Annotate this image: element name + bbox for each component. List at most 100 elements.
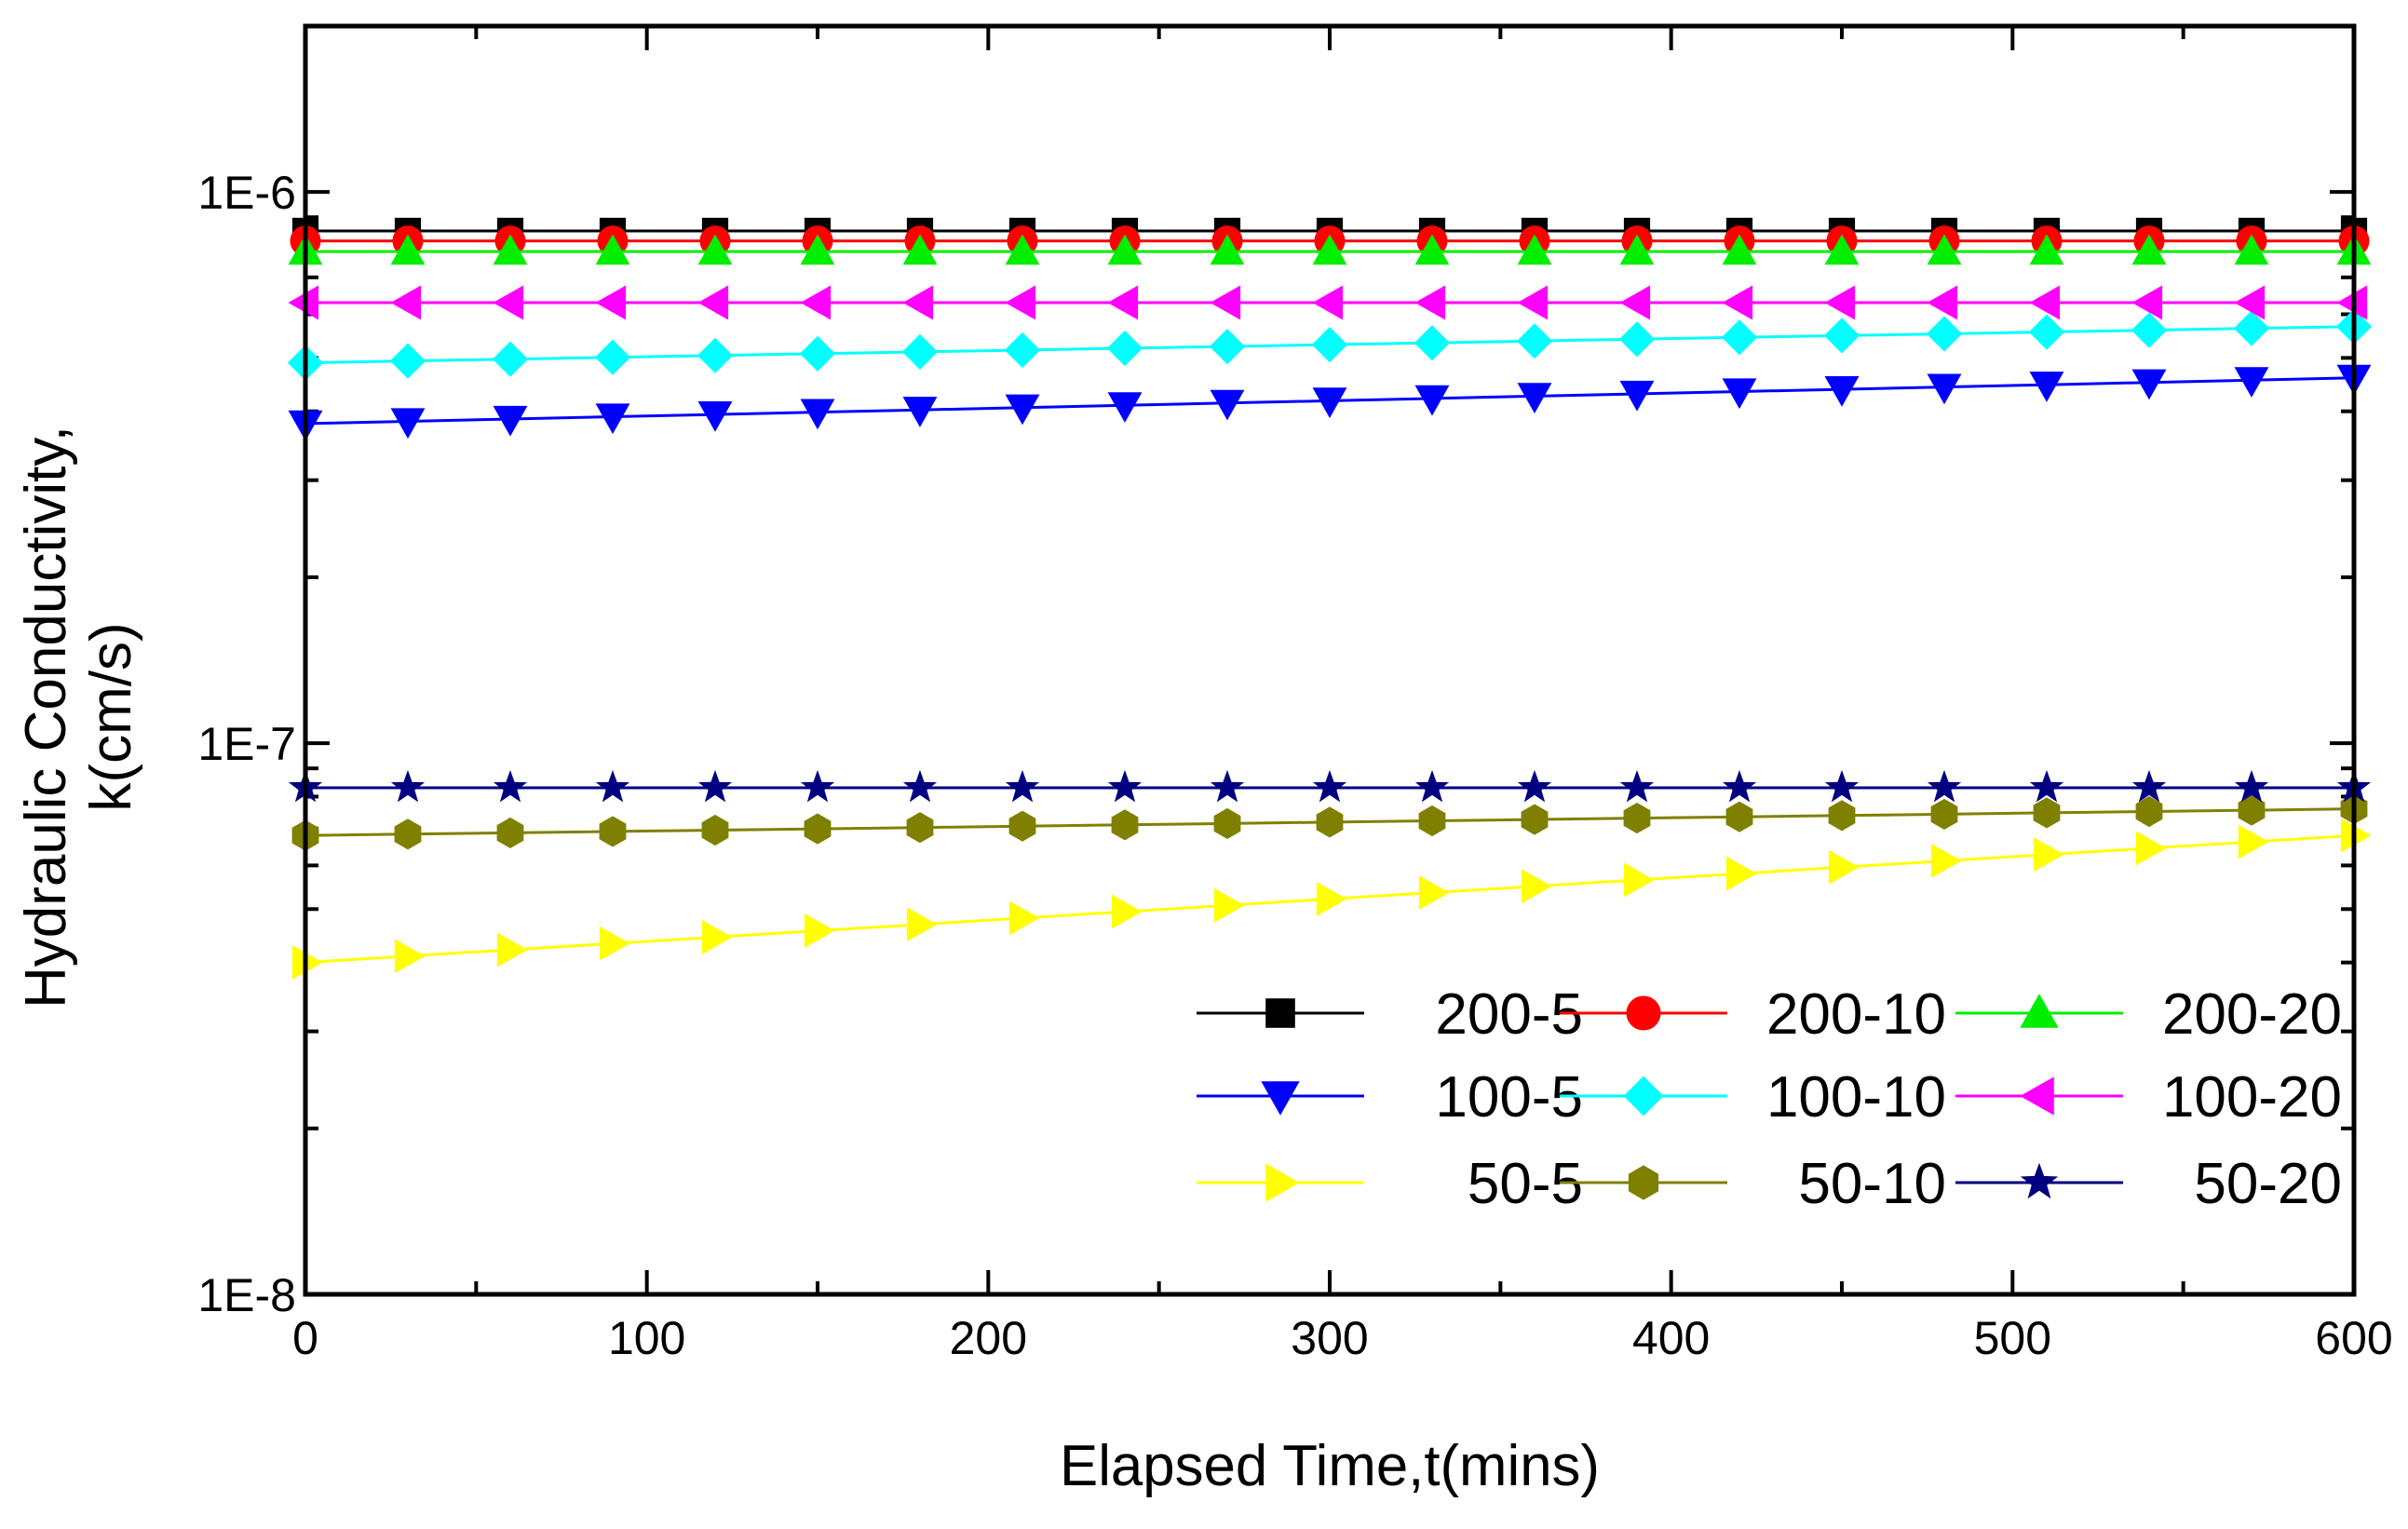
legend-marker: [2020, 1162, 2059, 1199]
data-point: [1517, 383, 1552, 414]
data-point: [902, 397, 938, 427]
data-point: [697, 401, 733, 432]
data-point: [906, 812, 934, 844]
data-point: [1619, 234, 1655, 265]
data-point: [1926, 316, 1963, 352]
data-point: [2238, 824, 2269, 859]
data-point: [390, 285, 422, 320]
data-point: [1005, 234, 1040, 265]
legend-marker: [2020, 1076, 2054, 1116]
data-point: [697, 337, 734, 373]
data-point: [1316, 881, 1347, 916]
data-point: [2131, 312, 2168, 348]
data-point: [1210, 389, 1245, 421]
data-point: [1210, 769, 1245, 803]
data-point: [1004, 332, 1041, 369]
data-point: [493, 234, 528, 265]
plot-frame: [303, 23, 2357, 1297]
data-point: [804, 913, 835, 948]
x-tick-label: 500: [1974, 1312, 2051, 1364]
legend-marker: [1626, 995, 1661, 1031]
data-point: [1414, 325, 1451, 361]
legend-label: 50-10: [1798, 1152, 1946, 1216]
data-point: [2029, 234, 2064, 265]
data-point: [1619, 285, 1651, 320]
legend-marker: [1261, 1081, 1300, 1116]
data-point: [1414, 769, 1450, 803]
data-point: [2029, 372, 2064, 402]
data-point: [1414, 234, 1450, 265]
data-point: [599, 816, 627, 847]
data-point: [697, 234, 733, 265]
legend-marker: [2020, 994, 2059, 1028]
x-axis-title: Elapsed Time,t(mins): [1060, 1434, 1600, 1498]
data-point: [902, 234, 938, 265]
data-point: [390, 769, 426, 803]
data-point: [595, 234, 630, 265]
data-point: [1210, 234, 1245, 265]
data-point: [2029, 285, 2061, 320]
data-point: [1824, 285, 1856, 320]
data-point: [902, 769, 938, 803]
data-point: [697, 769, 733, 803]
data-point: [2238, 794, 2266, 826]
data-point: [1312, 387, 1347, 419]
data-point: [697, 285, 729, 320]
data-point: [1517, 769, 1552, 803]
data-point: [1107, 392, 1143, 423]
data-point: [2033, 837, 2064, 873]
data-point: [492, 341, 529, 377]
y-axis-title-line2: k(cm/s): [79, 622, 143, 811]
data-point: [2234, 769, 2269, 803]
data-point: [1722, 234, 1757, 265]
legend: 200-5 200-10 200-20 100-5 100-10 100-20 50-5 50…: [1197, 982, 2342, 1216]
data-point: [1107, 285, 1139, 320]
data-point: [1414, 285, 1446, 320]
legend-marker: [1623, 1076, 1664, 1116]
data-point: [2233, 310, 2270, 346]
data-point: [1312, 285, 1344, 320]
data-point: [1721, 319, 1758, 356]
data-point: [800, 769, 835, 803]
legend-item-50-5: 50-5: [1197, 1152, 1583, 1216]
data-point: [1316, 806, 1344, 838]
data-point: [1005, 285, 1036, 320]
data-point: [1517, 285, 1549, 320]
data-point: [799, 335, 836, 372]
data-point: [1418, 875, 1450, 911]
data-point: [1927, 234, 1962, 265]
data-point: [496, 932, 528, 967]
data-point: [493, 285, 524, 320]
x-tick-label: 400: [1632, 1312, 1710, 1364]
data-point: [901, 333, 939, 371]
legend-marker: [1265, 1163, 1300, 1202]
series-50-5: [291, 818, 2372, 981]
data-point: [2234, 285, 2266, 320]
data-point: [1209, 328, 1246, 365]
data-point: [1107, 234, 1143, 265]
data-point: [1619, 380, 1655, 412]
data-point: [800, 399, 835, 430]
data-point: [1828, 800, 1856, 832]
data-point: [390, 234, 426, 265]
legend-item-50-10: 50-10: [1560, 1152, 1946, 1216]
data-point: [493, 769, 528, 803]
data-point: [1312, 769, 1347, 803]
data-point: [1008, 900, 1040, 936]
data-point: [804, 813, 832, 845]
y-axis-title-line1: Hydraulic Conductivity,: [14, 426, 78, 1008]
data-point: [1516, 323, 1553, 359]
x-tick-label: 200: [950, 1312, 1027, 1364]
data-point: [1722, 378, 1757, 410]
legend-label: 100-20: [2162, 1065, 2342, 1130]
data-point: [595, 403, 630, 435]
data-point: [2029, 769, 2064, 803]
data-point: [1722, 285, 1753, 320]
data-point: [2033, 797, 2061, 829]
legend-marker: [1265, 998, 1295, 1028]
series-layer: [287, 217, 2373, 981]
data-point: [390, 408, 426, 440]
data-point: [2131, 285, 2163, 320]
data-point: [1005, 769, 1040, 803]
